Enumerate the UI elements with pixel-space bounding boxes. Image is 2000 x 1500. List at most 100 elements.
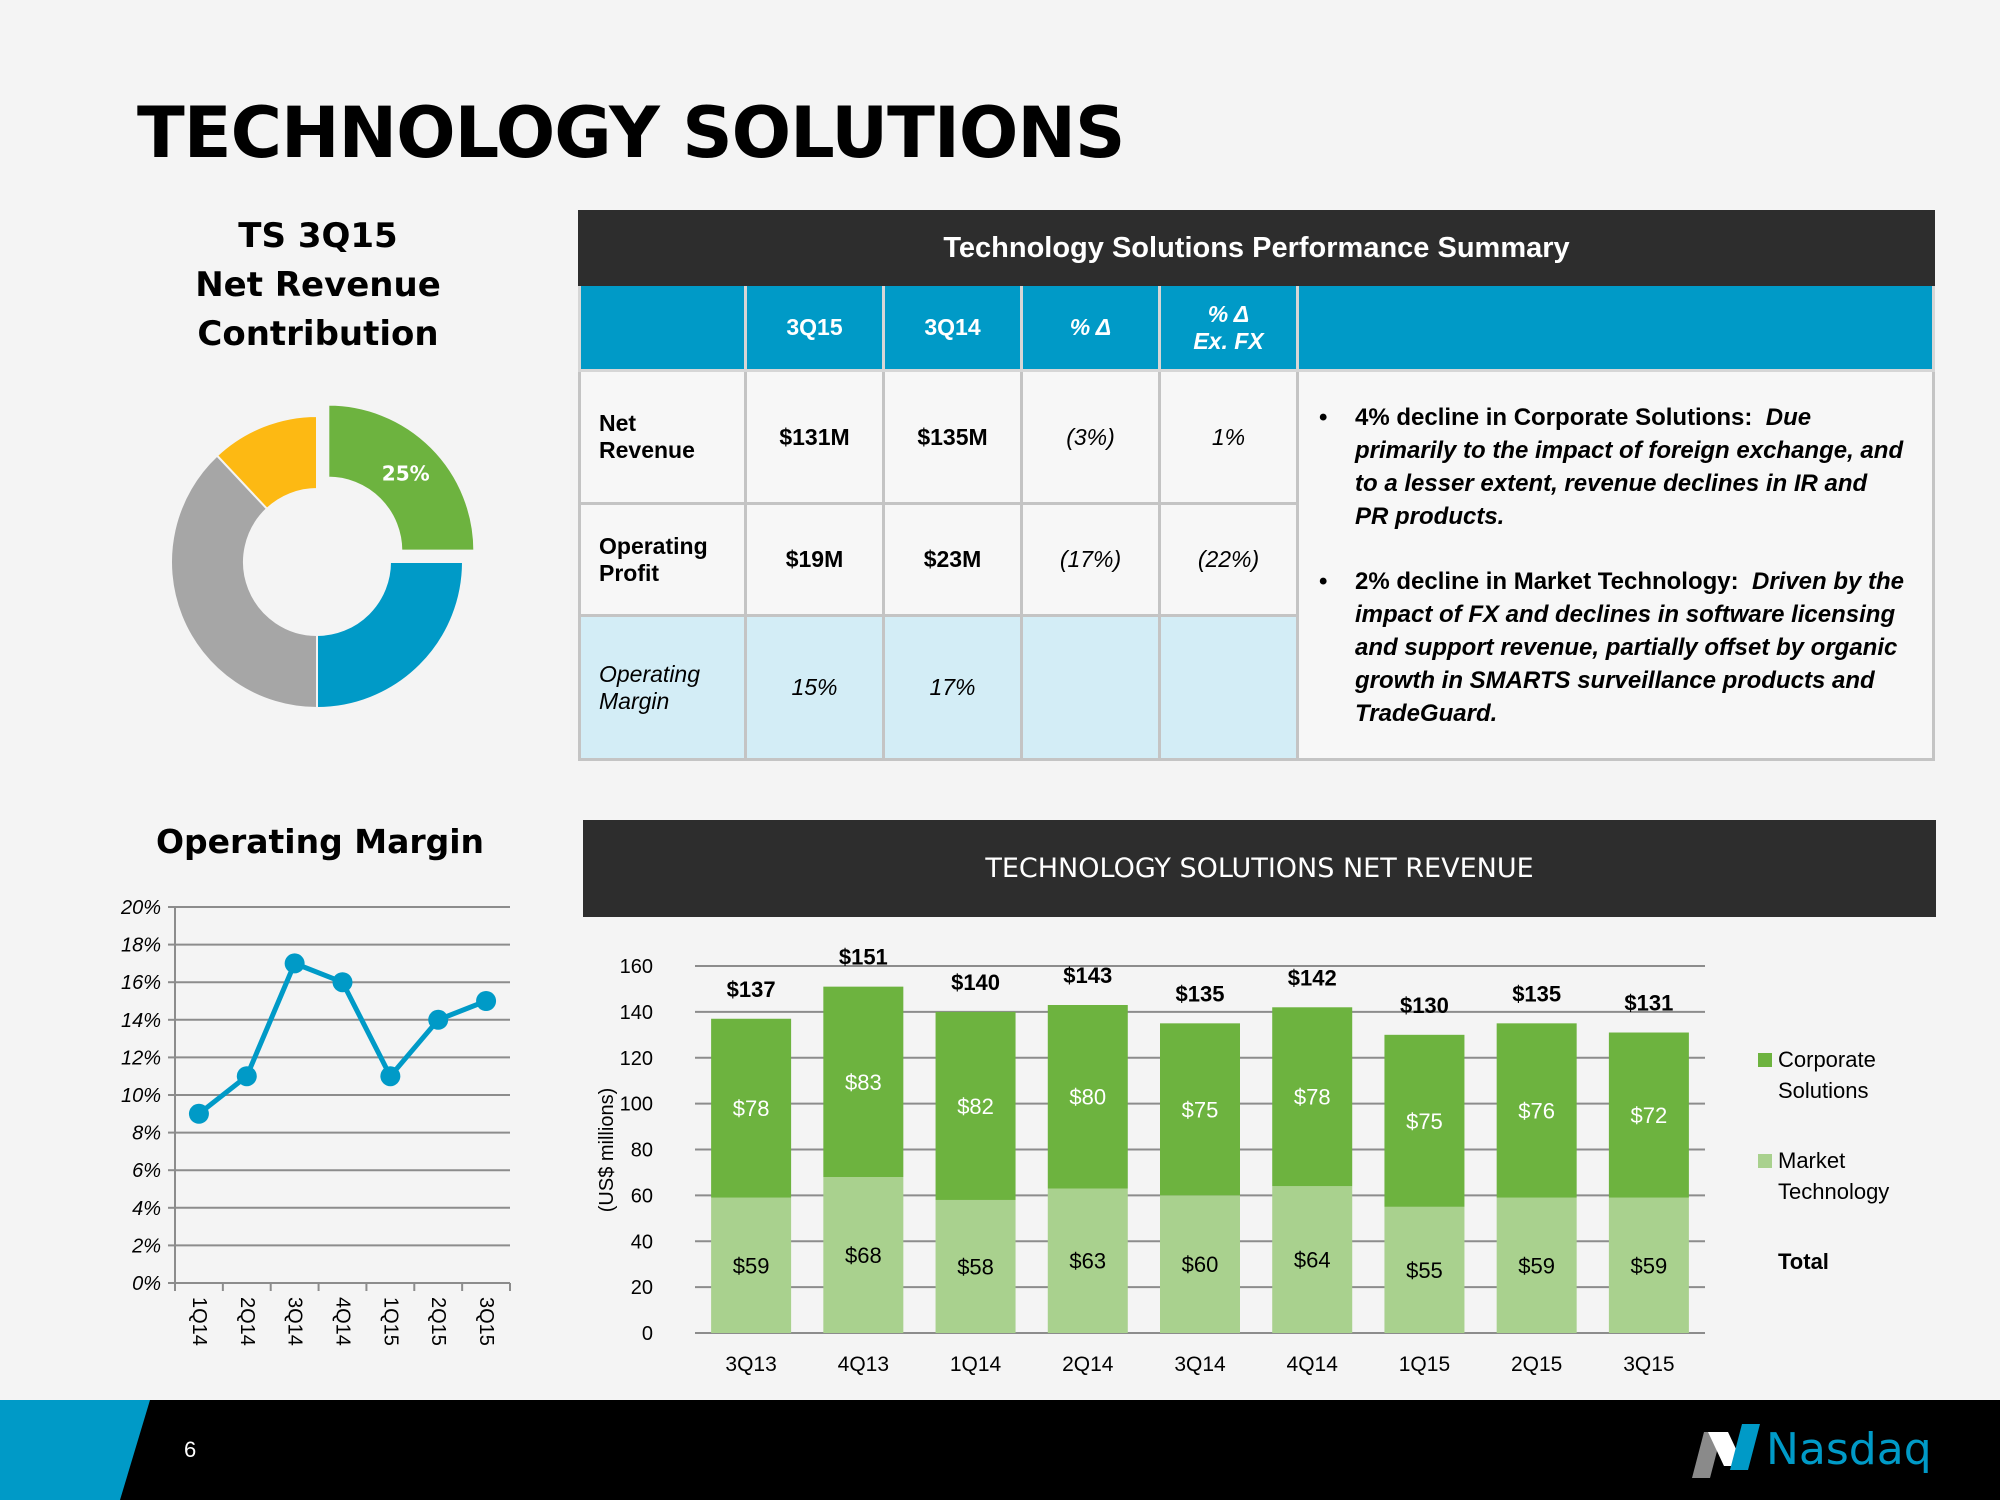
bar-label-market-technology: $68 (845, 1243, 882, 1268)
bar-corporate-solutions (1160, 1023, 1240, 1196)
x-tick-label: 2Q15 (1511, 1353, 1562, 1376)
net-revenue-banner: TECHNOLOGY SOLUTIONS NET REVENUE (583, 820, 1936, 917)
bar-total-label: $143 (1063, 963, 1112, 988)
donut-slice (316, 561, 465, 710)
table-title: Technology Solutions Performance Summary (578, 210, 1935, 286)
header-pct-change-symbol: % Δ (1207, 300, 1250, 327)
margin-point (284, 953, 305, 974)
nasdaq-logo-text: Nasdaq (1766, 1424, 1932, 1475)
margin-point (380, 1066, 401, 1087)
bar-corporate-solutions (1047, 1004, 1128, 1189)
bar-total-label: $130 (1400, 993, 1449, 1018)
row-label-line: Margin (599, 687, 670, 714)
operating-margin-pct-change-exfx (1158, 614, 1299, 761)
x-tick-label: 3Q14 (1174, 1353, 1226, 1376)
bar-corporate-solutions (823, 986, 904, 1178)
net-revenue-donut-chart: 25% (170, 403, 476, 710)
donut-title: TS 3Q15 Net Revenue Contribution (160, 212, 476, 359)
footer-bar (0, 1400, 2000, 1500)
x-tick-label: 1Q15 (1399, 1353, 1450, 1376)
y-tick-label: 4% (132, 1198, 161, 1220)
bar-corporate-solutions (711, 1018, 792, 1198)
bar-total-label: $135 (1176, 981, 1225, 1006)
bar-label-market-technology: $59 (1631, 1253, 1668, 1278)
legend-label: Solutions (1778, 1078, 1869, 1103)
y-tick-label: 14% (121, 1010, 161, 1032)
commentary-detail: Due primarily to the impact of foreign e… (1355, 403, 1904, 530)
margin-point (332, 972, 353, 993)
operating-profit-3q14: $23M (882, 502, 1023, 617)
bar-market-technology (1496, 1197, 1577, 1333)
bar-corporate-solutions (1496, 1023, 1577, 1198)
bar-label-corporate-solutions: $80 (1069, 1085, 1106, 1110)
y-tick-label: 20% (120, 897, 161, 919)
commentary-cell: • 4% decline in Corporate Solutions: Due… (1296, 369, 1935, 761)
operating-profit-pct-change: (17%) (1020, 502, 1161, 617)
x-tick-label: 1Q14 (188, 1297, 210, 1346)
bar-market-technology (1047, 1188, 1128, 1333)
x-tick-label: 3Q15 (475, 1297, 497, 1346)
y-tick-label: 18% (121, 935, 161, 957)
bar-corporate-solutions (1272, 1007, 1353, 1187)
legend-swatch-corporate-solutions (1758, 1053, 1772, 1067)
bar-corporate-solutions (1384, 1034, 1465, 1207)
legend-label: Market (1778, 1148, 1845, 1173)
bar-market-technology (1160, 1195, 1240, 1333)
net-revenue-pct-change-exfx: 1% (1158, 369, 1299, 505)
bar-label-corporate-solutions: $75 (1406, 1109, 1443, 1134)
bar-market-technology (1608, 1197, 1689, 1333)
commentary-text: 4% decline in Corporate Solutions: Due p… (1355, 401, 1906, 533)
y-tick-label: 120 (620, 1048, 653, 1070)
y-tick-label: 2% (131, 1235, 161, 1257)
bar-total-label: $137 (727, 977, 776, 1002)
y-tick-label: 60 (631, 1185, 653, 1207)
x-tick-label: 2Q14 (236, 1297, 258, 1346)
donut-slice (170, 454, 318, 710)
bar-label-market-technology: $58 (957, 1254, 994, 1279)
y-tick-label: 100 (620, 1094, 653, 1116)
page-number: 6 (184, 1437, 197, 1462)
x-tick-label: 4Q14 (332, 1297, 354, 1346)
bar-market-technology (1384, 1206, 1465, 1333)
donut-slice-label: 25% (382, 461, 430, 485)
operating-margin-3q15: 15% (744, 614, 885, 761)
operating-margin-line-chart: 0% 2% 4% 6% 8% 10% 12% 14% 16% 18% 20% 1Q14 2Q14 3Q14… (120, 897, 511, 1346)
donut-slice (215, 414, 318, 511)
net-revenue-bar-chart: 0 20 40 60 80 100 120 140 160 (US$ millions) $59 $7… (596, 945, 1889, 1376)
y-tick-label: 0 (642, 1323, 653, 1345)
bar-label-market-technology: $60 (1182, 1252, 1219, 1277)
donut-title-line: Contribution (197, 314, 439, 354)
donut-slice (327, 403, 476, 552)
commentary-text: 2% decline in Market Technology: Driven … (1355, 565, 1906, 730)
x-tick-label: 4Q14 (1287, 1353, 1339, 1376)
commentary-heading: 2% decline in Market Technology: (1355, 567, 1739, 595)
bar-market-technology (711, 1197, 792, 1333)
x-tick-label: 4Q13 (838, 1353, 889, 1376)
y-tick-label: 140 (620, 1002, 653, 1024)
bar-label-corporate-solutions: $82 (957, 1094, 994, 1119)
x-tick-label: 2Q14 (1062, 1353, 1114, 1376)
slide-title: TECHNOLOGY SOLUTIONS (137, 92, 1125, 174)
bar-total-label: $142 (1288, 965, 1337, 990)
bar-label-market-technology: $55 (1406, 1258, 1443, 1283)
bar-label-market-technology: $64 (1294, 1248, 1331, 1273)
row-label-operating-profit: Operating Profit (578, 502, 747, 617)
y-tick-label: 160 (620, 956, 653, 978)
y-tick-label: 10% (121, 1085, 161, 1107)
row-label-line: Operating (599, 660, 701, 687)
row-label-line: Net (599, 410, 637, 436)
y-tick-label: 8% (132, 1123, 161, 1145)
bar-label-corporate-solutions: $72 (1631, 1103, 1668, 1128)
net-revenue-3q15: $131M (744, 369, 885, 505)
y-tick-label: 6% (132, 1160, 161, 1182)
header-pct-change: % Δ (1020, 283, 1161, 372)
x-tick-label: 3Q15 (1623, 1353, 1674, 1376)
header-pct-change-exfx: % Δ Ex. FX (1158, 283, 1299, 372)
y-tick-label: 40 (631, 1231, 653, 1253)
donut-title-line: TS 3Q15 (238, 216, 398, 256)
x-tick-label: 2Q15 (427, 1297, 449, 1346)
bar-market-technology (935, 1199, 1016, 1333)
bar-label-corporate-solutions: $83 (845, 1070, 882, 1095)
commentary-detail: Driven by the impact of FX and declines … (1355, 567, 1905, 727)
x-tick-label: 3Q14 (284, 1297, 306, 1346)
